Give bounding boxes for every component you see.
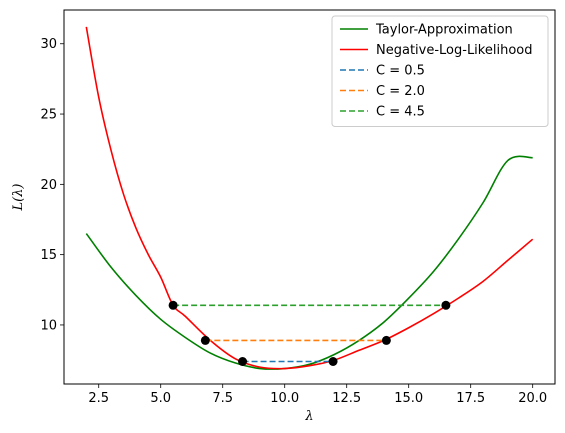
- y-tick-label: 20: [40, 178, 57, 193]
- x-tick-label: 20.0: [518, 391, 547, 406]
- data-point-marker: [381, 335, 391, 345]
- x-tick-label: 7.5: [212, 391, 233, 406]
- x-axis-ticks: 2.5 5.0 7.5 10.0 12.5 15.0 17.5 20.0: [88, 384, 547, 406]
- y-axis-label: L(λ): [11, 183, 26, 211]
- y-tick-label: 10: [40, 318, 57, 333]
- data-point-marker: [238, 357, 248, 367]
- legend-entry-label: C = 2.0: [376, 84, 425, 99]
- data-point-marker: [168, 300, 178, 310]
- x-tick-label: 2.5: [88, 391, 109, 406]
- series-line-negative-log-likelihood: [85, 26, 534, 370]
- legend-entry-label: C = 0.5: [376, 64, 425, 79]
- legend-entry-label: Negative-Log-Likelihood: [376, 43, 532, 58]
- x-axis-label: λ: [304, 409, 313, 424]
- y-tick-label: 30: [40, 37, 57, 52]
- legend-entry-label: C = 4.5: [376, 105, 425, 120]
- y-tick-label: 25: [40, 108, 57, 123]
- data-point-marker: [441, 300, 451, 310]
- plot-area: [85, 26, 534, 370]
- data-point-marker: [200, 335, 210, 345]
- y-tick-label: 15: [40, 248, 57, 263]
- x-tick-label: 5.0: [150, 391, 171, 406]
- legend-box: [331, 15, 549, 127]
- x-tick-label: 15.0: [394, 391, 423, 406]
- data-point-marker: [328, 357, 338, 367]
- x-tick-label: 17.5: [456, 391, 485, 406]
- axes-frame: [63, 9, 556, 385]
- legend-entry-label: Taylor-Approximation: [375, 23, 513, 38]
- y-axis-ticks: 10 15 20 25 30: [40, 37, 64, 333]
- x-tick-label: 12.5: [332, 391, 361, 406]
- series-line-taylor-approximation: [85, 155, 533, 370]
- x-tick-label: 10.0: [270, 391, 299, 406]
- legend: Taylor-Approximation Negative-Log-Likelih…: [331, 15, 549, 127]
